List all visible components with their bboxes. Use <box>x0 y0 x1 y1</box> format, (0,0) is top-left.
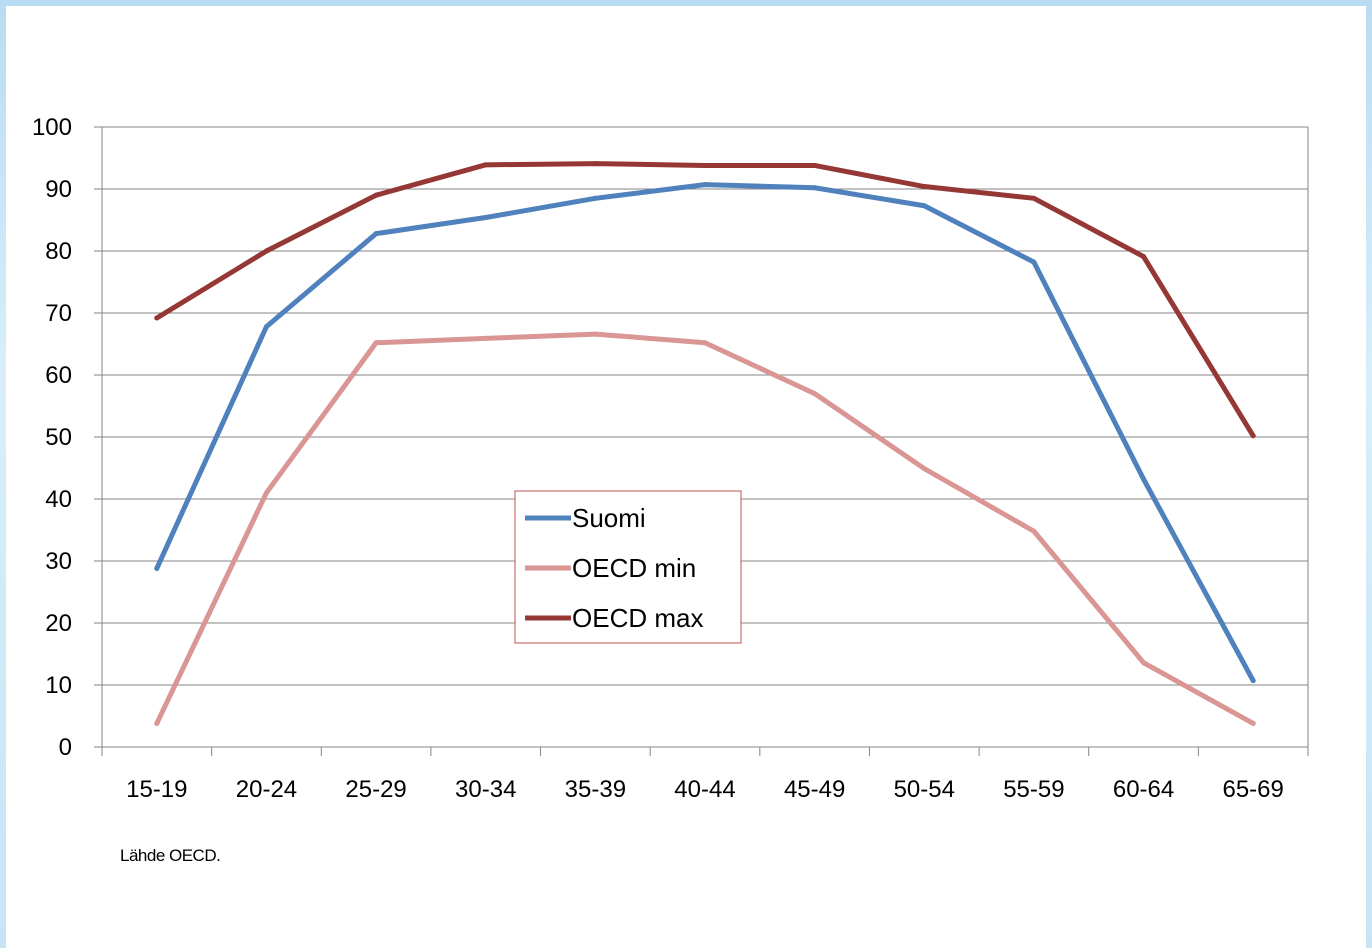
data-point <box>702 162 708 168</box>
data-point <box>921 184 927 190</box>
source-note: Lähde OECD. <box>120 846 221 865</box>
data-point <box>373 192 379 198</box>
data-point <box>592 331 598 337</box>
data-point <box>921 203 927 209</box>
data-point <box>921 466 927 472</box>
series-line-oecd-max <box>154 161 1256 439</box>
y-tick-label: 80 <box>45 238 72 265</box>
data-point <box>1031 528 1037 534</box>
data-point <box>483 162 489 168</box>
data-point <box>812 185 818 191</box>
legend: Suomi OECD min OECD max <box>514 490 742 644</box>
data-point <box>154 315 160 321</box>
gridlines <box>102 126 1308 686</box>
data-point <box>1141 660 1147 666</box>
x-tick-label: 15-19 <box>126 776 187 803</box>
data-point <box>263 490 269 496</box>
data-point <box>483 335 489 341</box>
axes: 0 10 20 30 40 50 60 70 80 90 100 15-19 20-24 25-29 30-… <box>32 114 1309 803</box>
y-tick-label: 0 <box>59 734 72 761</box>
x-tick-label: 40-44 <box>674 776 735 803</box>
y-tick-label: 60 <box>45 362 72 389</box>
x-tick-label: 45-49 <box>784 776 845 803</box>
data-point <box>373 340 379 346</box>
y-tick-label: 10 <box>45 672 72 699</box>
y-tick-label: 70 <box>45 300 72 327</box>
data-point <box>154 720 160 726</box>
x-tick-label: 20-24 <box>236 776 297 803</box>
y-tick-label: 30 <box>45 548 72 575</box>
data-point <box>592 195 598 201</box>
x-tick-label: 25-29 <box>345 776 406 803</box>
data-point <box>1141 476 1147 482</box>
chart-panel: 0 10 20 30 40 50 60 70 80 90 100 15-19 20-24 25-29 30-… <box>6 6 1366 948</box>
data-point <box>1141 254 1147 260</box>
data-point <box>154 565 160 571</box>
x-tick-label: 60-64 <box>1113 776 1174 803</box>
data-point <box>592 161 598 167</box>
data-point <box>1250 678 1256 684</box>
line-chart: 0 10 20 30 40 50 60 70 80 90 100 15-19 20-24 25-29 30-… <box>32 114 1309 803</box>
data-point <box>1250 433 1256 439</box>
x-tick-label: 55-59 <box>1003 776 1064 803</box>
legend-label: Suomi <box>572 503 646 533</box>
x-tick-label: 35-39 <box>565 776 626 803</box>
y-tick-label: 90 <box>45 176 72 203</box>
legend-label: OECD min <box>572 553 696 583</box>
data-point <box>373 231 379 237</box>
data-point <box>483 215 489 221</box>
data-point <box>812 391 818 397</box>
y-tick-label: 100 <box>32 114 72 141</box>
data-point <box>702 182 708 188</box>
data-point <box>812 162 818 168</box>
legend-label: OECD max <box>572 603 703 633</box>
data-point <box>702 340 708 346</box>
x-tick-label: 50-54 <box>894 776 955 803</box>
data-point <box>1250 720 1256 726</box>
series-lines <box>154 161 1256 726</box>
y-tick-label: 40 <box>45 486 72 513</box>
data-point <box>263 324 269 330</box>
data-point <box>1031 259 1037 265</box>
x-tick-label: 65-69 <box>1222 776 1283 803</box>
data-point <box>263 248 269 254</box>
y-tick-label: 50 <box>45 424 72 451</box>
x-tick-label: 30-34 <box>455 776 516 803</box>
y-tick-label: 20 <box>45 610 72 637</box>
data-point <box>1031 195 1037 201</box>
